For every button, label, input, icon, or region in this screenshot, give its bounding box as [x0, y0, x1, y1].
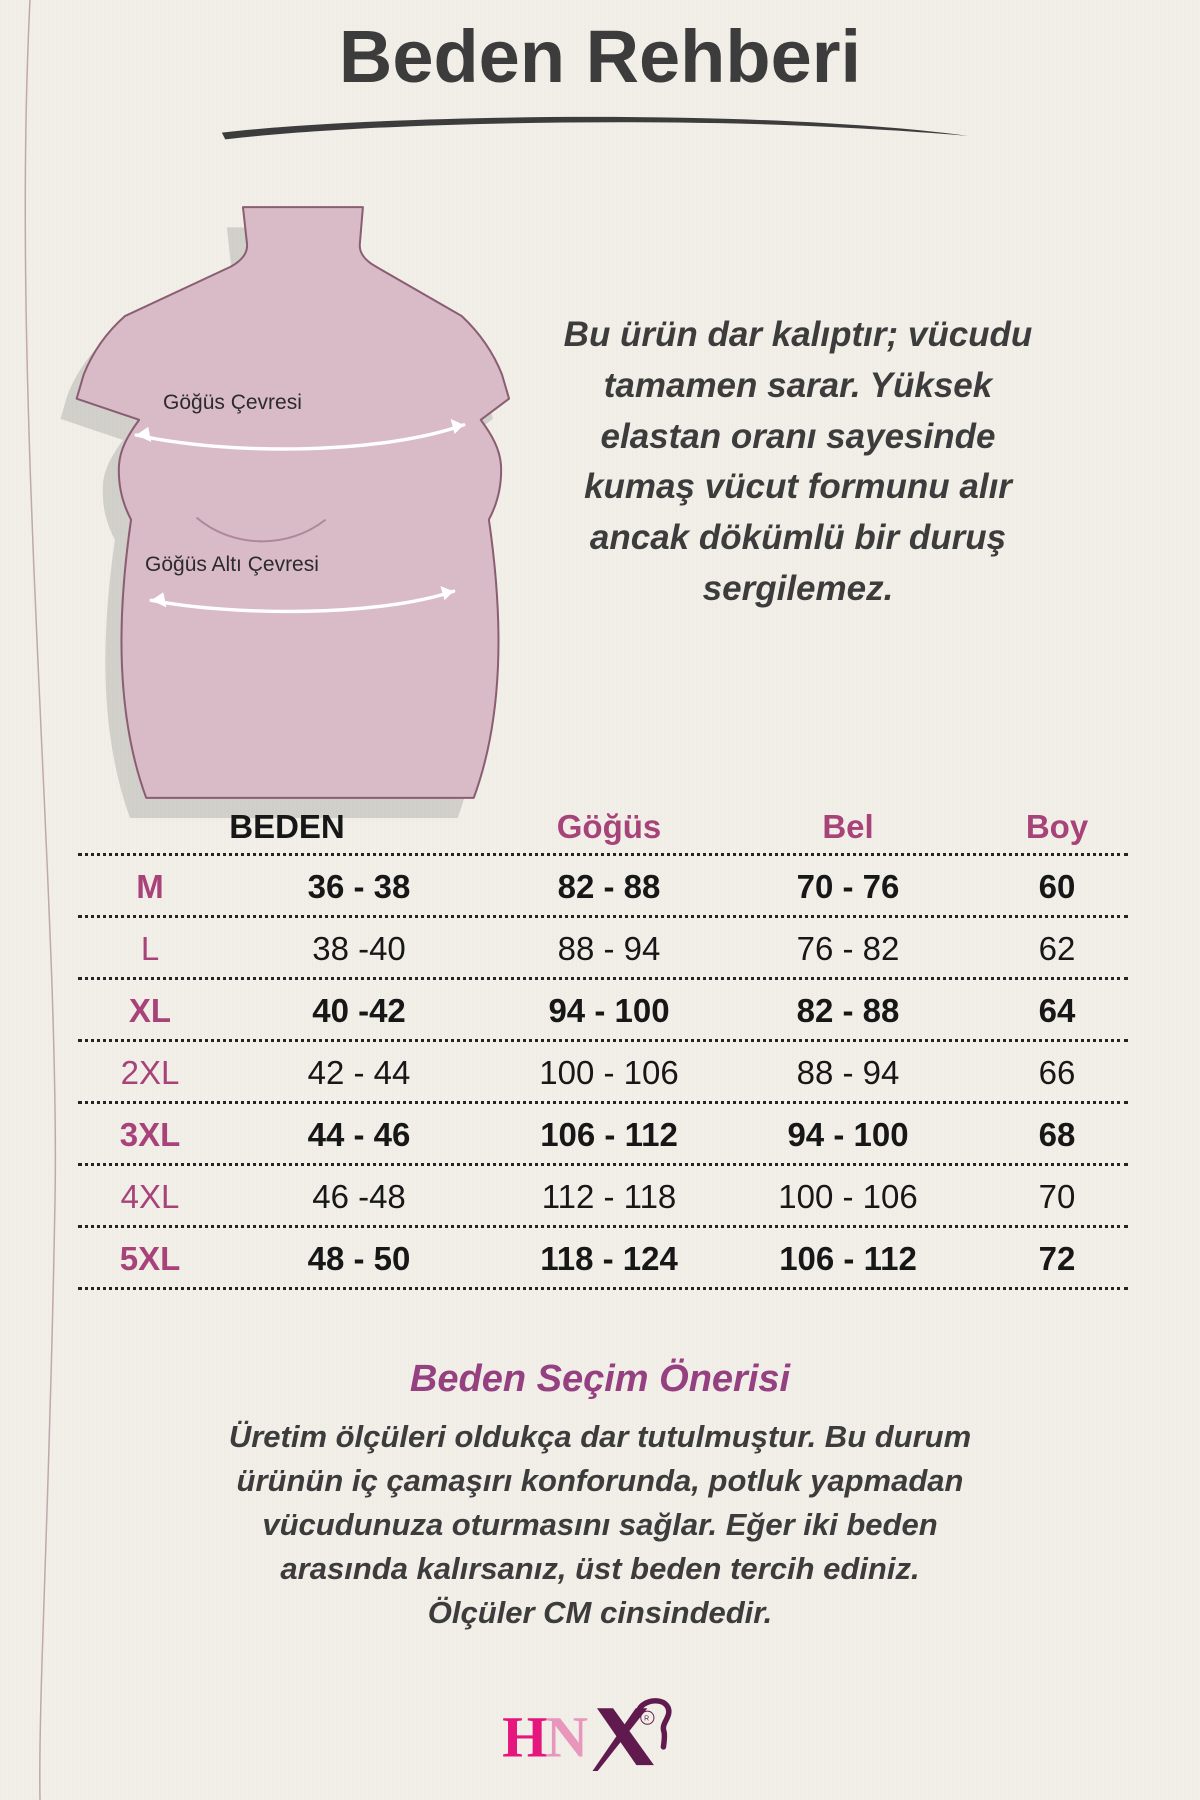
- svg-text:N: N: [546, 1704, 588, 1769]
- svg-text:R: R: [644, 1716, 649, 1723]
- svg-text:H: H: [502, 1704, 547, 1769]
